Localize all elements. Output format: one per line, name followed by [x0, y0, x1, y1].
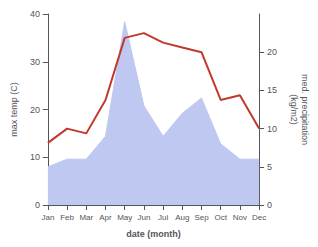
svg-text:May: May [117, 213, 132, 222]
svg-text:Jul: Jul [158, 213, 168, 222]
svg-text:Apr: Apr [99, 213, 112, 222]
svg-text:med. precipitation: med. precipitation [300, 74, 310, 145]
svg-text:15: 15 [267, 85, 277, 95]
svg-text:date (month): date (month) [126, 229, 181, 239]
svg-text:40: 40 [30, 9, 40, 19]
svg-text:Feb: Feb [60, 213, 74, 222]
svg-text:0: 0 [35, 200, 40, 210]
svg-text:(kg/m2): (kg/m2) [289, 94, 299, 125]
svg-text:max temp (C): max temp (C) [9, 82, 19, 137]
svg-text:Nov: Nov [233, 213, 247, 222]
svg-text:30: 30 [30, 57, 40, 67]
svg-text:0: 0 [267, 200, 272, 210]
svg-text:20: 20 [30, 105, 40, 115]
svg-text:Oct: Oct [214, 213, 227, 222]
svg-text:Mar: Mar [79, 213, 93, 222]
svg-text:Jun: Jun [137, 213, 150, 222]
svg-text:Dec: Dec [252, 213, 266, 222]
svg-text:5: 5 [267, 162, 272, 172]
svg-text:10: 10 [267, 124, 277, 134]
svg-text:20: 20 [267, 47, 277, 57]
svg-text:Sep: Sep [194, 213, 209, 222]
svg-text:Jan: Jan [41, 213, 54, 222]
svg-text:Aug: Aug [175, 213, 189, 222]
svg-text:10: 10 [30, 152, 40, 162]
